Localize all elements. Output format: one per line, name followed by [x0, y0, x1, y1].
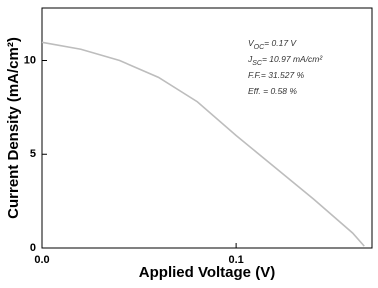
- data-line: [41, 41, 365, 247]
- y-tick-label: 5: [30, 148, 36, 160]
- annotation: JSC= 10.97 mA/cm²: [247, 54, 323, 67]
- annotation-part: = 0.17 V: [264, 38, 297, 48]
- annotation: Eff. = 0.58 %: [248, 86, 297, 96]
- annotation: F.F.= 31.527 %: [248, 70, 305, 80]
- plot-frame: [41, 7, 373, 249]
- y-tick-label: 0: [30, 242, 36, 254]
- annotation-part: J: [247, 54, 253, 64]
- annotation-subscript: SC: [252, 60, 263, 67]
- annotation-part: V: [248, 38, 255, 48]
- annotation: VOC= 0.17 V: [248, 38, 297, 51]
- annotation-part: Eff. = 0.58 %: [248, 86, 297, 96]
- annotation-part: = 10.97 mA/cm²: [262, 54, 323, 64]
- y-tick-label: 10: [24, 54, 36, 66]
- x-axis-title: Applied Voltage (V): [139, 264, 275, 281]
- x-tick-label: 0.0: [34, 254, 49, 266]
- y-axis-title: Current Density (mA/cm²): [5, 37, 22, 219]
- annotation-part: F.F.= 31.527 %: [248, 70, 305, 80]
- x-tick-label: 0.1: [228, 254, 243, 266]
- annotation-subscript: OC: [254, 44, 265, 51]
